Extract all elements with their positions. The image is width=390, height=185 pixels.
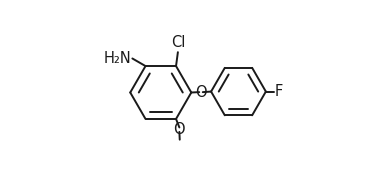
Text: Cl: Cl <box>171 35 185 50</box>
Text: F: F <box>275 84 284 99</box>
Text: O: O <box>174 122 185 137</box>
Text: O: O <box>195 85 207 100</box>
Text: H₂N: H₂N <box>103 51 131 66</box>
